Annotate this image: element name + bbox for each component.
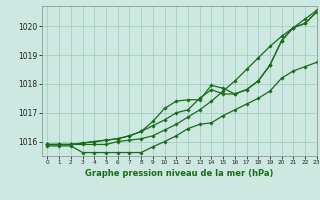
- X-axis label: Graphe pression niveau de la mer (hPa): Graphe pression niveau de la mer (hPa): [85, 169, 273, 178]
